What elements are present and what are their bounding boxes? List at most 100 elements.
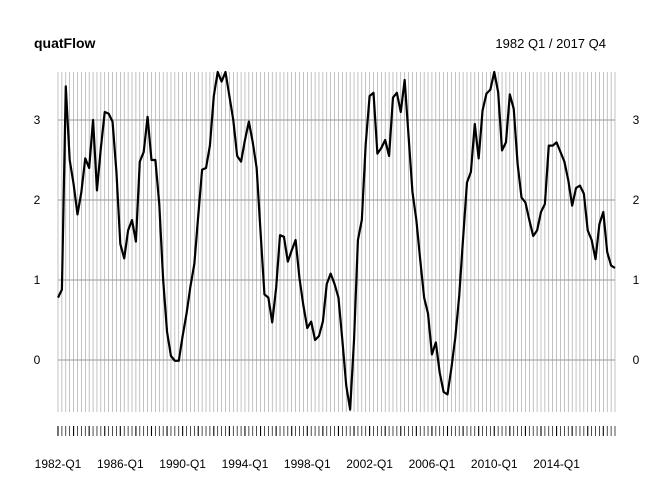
data-point	[365, 143, 367, 145]
data-point	[57, 296, 59, 298]
data-point	[150, 159, 152, 161]
data-point	[178, 360, 180, 362]
data-point	[392, 96, 394, 98]
data-point	[509, 93, 511, 95]
data-point	[368, 95, 370, 97]
data-point	[139, 160, 141, 162]
x-tick-label: 1998-Q1	[284, 457, 331, 471]
data-point	[376, 152, 378, 154]
data-point	[594, 258, 596, 260]
data-point	[263, 293, 265, 295]
data-point	[119, 243, 121, 245]
data-point	[76, 213, 78, 215]
data-point	[466, 181, 468, 183]
x-axis-labels: 1982-Q1 1986-Q1 1990-Q1 1994-Q1 1998-Q1 2002-…	[35, 457, 581, 471]
data-point	[353, 339, 355, 341]
data-point	[520, 196, 522, 198]
data-point	[423, 296, 425, 298]
data-point	[442, 391, 444, 393]
data-point	[587, 229, 589, 231]
data-point	[96, 189, 98, 191]
data-point	[516, 163, 518, 165]
data-point	[497, 91, 499, 93]
data-point	[248, 120, 250, 122]
data-point	[485, 92, 487, 94]
data-point	[548, 144, 550, 146]
x-tick-label: 2006-Q1	[409, 457, 456, 471]
data-point	[372, 92, 374, 94]
data-point	[598, 223, 600, 225]
data-point	[400, 111, 402, 113]
data-point	[205, 167, 207, 169]
data-point	[396, 92, 398, 94]
data-point	[283, 236, 285, 238]
series-line	[57, 70, 616, 411]
data-point	[232, 119, 234, 121]
data-point	[474, 123, 476, 125]
data-point	[606, 251, 608, 253]
data-point	[341, 339, 343, 341]
data-point	[61, 288, 63, 290]
data-point	[115, 171, 117, 173]
data-point	[252, 141, 254, 143]
data-point	[602, 211, 604, 213]
data-point	[104, 111, 106, 113]
data-point	[614, 267, 616, 269]
y-tick-label-right: 1	[633, 273, 640, 287]
data-point	[287, 260, 289, 262]
y-tick-label-left: 3	[34, 113, 41, 127]
x-tick-label: 1994-Q1	[222, 457, 269, 471]
data-point	[318, 335, 320, 337]
data-point	[571, 204, 573, 206]
data-point	[236, 155, 238, 157]
data-point	[92, 119, 94, 121]
data-point	[166, 331, 168, 333]
data-point	[544, 203, 546, 205]
data-point	[345, 384, 347, 386]
x-tick-label: 1990-Q1	[159, 457, 206, 471]
data-point	[294, 239, 296, 241]
data-point	[158, 203, 160, 205]
chart-date-range: 1982 Q1 / 2017 Q4	[495, 36, 606, 51]
data-point	[131, 219, 133, 221]
data-point	[501, 149, 503, 151]
data-point	[411, 191, 413, 193]
data-point	[349, 408, 351, 410]
data-point	[388, 155, 390, 157]
y-axis-right: 0 1 2 3	[633, 113, 640, 367]
data-point	[357, 239, 359, 241]
y-tick-label-right: 2	[633, 193, 640, 207]
data-point	[135, 240, 137, 242]
data-point	[415, 219, 417, 221]
y-tick-label-left: 2	[34, 193, 41, 207]
data-point	[170, 355, 172, 357]
data-point	[450, 367, 452, 369]
data-point	[111, 120, 113, 122]
y-tick-label-left: 1	[34, 273, 41, 287]
data-point	[88, 167, 90, 169]
data-point	[462, 237, 464, 239]
data-point	[291, 249, 293, 251]
data-point	[306, 327, 308, 329]
data-point	[267, 296, 269, 298]
data-point	[446, 393, 448, 395]
data-point	[575, 187, 577, 189]
data-point	[333, 283, 335, 285]
data-point	[84, 157, 86, 159]
data-point	[310, 320, 312, 322]
data-point	[314, 339, 316, 341]
data-point	[610, 264, 612, 266]
data-point	[275, 287, 277, 289]
x-axis-ticks	[57, 426, 616, 436]
data-point	[68, 159, 70, 161]
data-point	[384, 139, 386, 141]
data-point	[220, 80, 222, 82]
y-tick-label-right: 0	[633, 353, 640, 367]
data-point	[224, 71, 226, 73]
x-tick-label: 2014-Q1	[533, 457, 580, 471]
data-point	[123, 257, 125, 259]
data-point	[127, 229, 129, 231]
data-point	[298, 277, 300, 279]
chart-title: quatFlow	[34, 35, 96, 51]
data-point	[481, 109, 483, 111]
